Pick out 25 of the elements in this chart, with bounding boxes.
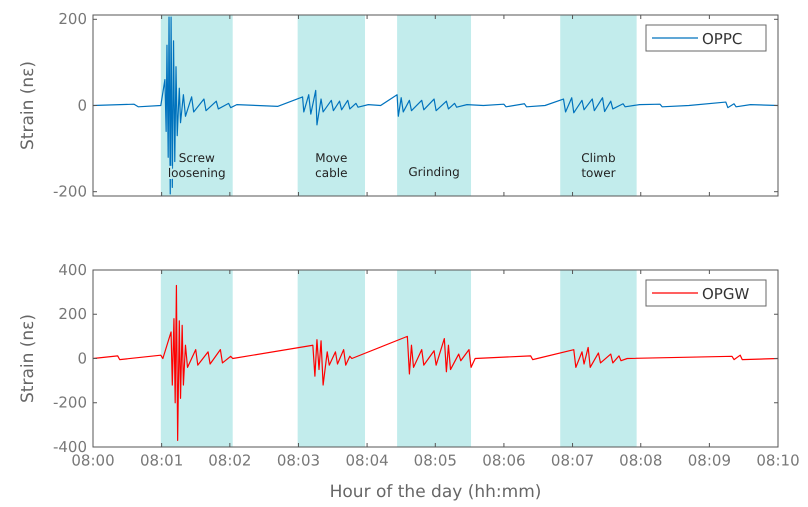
y-tick-label: 200: [58, 10, 87, 28]
y-tick-label: 400: [58, 260, 87, 279]
x-tick-label: 08:02: [208, 452, 252, 470]
x-tick-label: 08:01: [140, 452, 184, 470]
x-tick-label: 08:08: [619, 452, 662, 470]
y-tick-label: -200: [52, 394, 87, 412]
y-tick-label: 200: [58, 305, 87, 324]
x-tick-label: 08:05: [414, 452, 457, 470]
y-tick-label: -200: [52, 182, 87, 200]
x-tick-label: 08:09: [688, 452, 731, 470]
band-label: Grinding: [408, 165, 460, 179]
x-axis-title: Hour of the day (hh:mm): [330, 482, 542, 502]
y-tick-label: 0: [77, 349, 87, 368]
legend-label: OPPC: [702, 30, 742, 48]
x-tick-label: 08:06: [482, 452, 526, 470]
band-label: Climb tower: [581, 151, 616, 180]
y-tick-label: 0: [77, 96, 87, 114]
x-tick-label: 08:03: [276, 452, 320, 470]
x-tick-label: 08:07: [550, 452, 594, 470]
legend-label: OPGW: [702, 285, 750, 303]
y-axis-title: Strain (nε): [18, 314, 38, 403]
x-tick-label: 08:10: [756, 452, 800, 470]
band-label: Move cable: [315, 151, 348, 180]
x-tick-label: 08:04: [345, 452, 389, 470]
y-axis-title: Strain (nε): [18, 61, 38, 150]
